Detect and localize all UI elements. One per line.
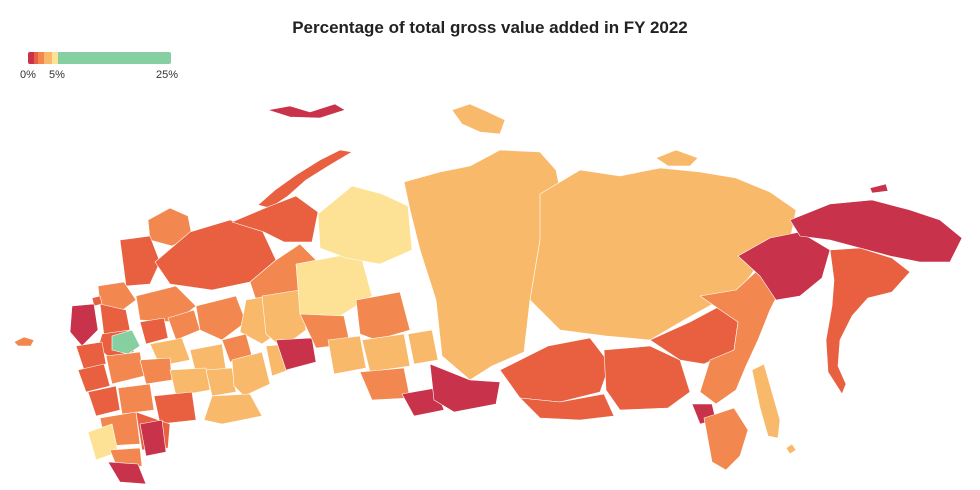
legend-label-max: 25%: [156, 69, 179, 81]
region-yamalo-nenets: [317, 185, 413, 265]
region-penza-ulyanovsk: [169, 367, 211, 397]
region-novaya-zemlya: [257, 149, 353, 209]
region-samara: [205, 367, 237, 397]
region-omsk: [327, 335, 367, 375]
region-new-siberian-islands: [655, 149, 699, 167]
region-kamchatka: [825, 247, 911, 395]
region-smolensk: [75, 341, 107, 371]
region-karelia: [119, 235, 161, 287]
region-severnaya-zemlya: [451, 103, 506, 135]
region-magadan: [737, 231, 831, 301]
legend-label-mid: 5%: [49, 69, 65, 81]
region-nenets: [231, 195, 319, 243]
region-st-petersburg: [91, 295, 103, 307]
region-kaluga-tula: [105, 351, 145, 385]
color-legend: 0% 5% 25%: [20, 52, 185, 82]
region-kemerovo: [407, 329, 439, 365]
region-buryatia: [519, 393, 615, 421]
region-kuril-islands: [785, 443, 797, 455]
region-ryazan: [139, 357, 173, 385]
region-tuva-khakassia: [429, 363, 501, 413]
region-saratov: [153, 391, 197, 425]
region-orenburg: [203, 393, 263, 425]
region-primorsky: [703, 407, 749, 471]
region-bryansk: [77, 363, 111, 393]
region-north-caucasus: [107, 461, 147, 485]
region-kalmykia-astrakhan: [139, 419, 167, 457]
legend-swatch-lightorange: [44, 52, 52, 64]
region-zabaykalsky: [603, 345, 691, 411]
region-kurgan: [275, 337, 317, 371]
region-wrangel-island: [869, 183, 889, 194]
region-tomsk: [355, 291, 411, 341]
region-moscow: [111, 329, 141, 355]
region-pskov: [69, 303, 99, 347]
region-yaroslavl: [139, 317, 169, 345]
region-chukotka: [789, 199, 963, 263]
region-voronezh: [117, 383, 155, 415]
region-novosibirsk: [361, 333, 411, 373]
region-kursk-belgorod: [87, 385, 121, 417]
chart-title: Percentage of total gross value added in…: [292, 18, 688, 37]
legend-swatch-darkred: [28, 52, 34, 64]
legend-swatch-red: [34, 52, 38, 64]
region-sakhalin: [751, 363, 781, 439]
legend-swatch-yellow: [52, 52, 58, 64]
legend-color-scale: [28, 52, 171, 64]
legend-swatch-green: [58, 52, 171, 64]
legend-swatch-orange: [38, 52, 44, 64]
region-franz-josef-land: [267, 103, 346, 119]
region-bashkortostan: [231, 351, 271, 397]
legend-label-min: 0%: [20, 69, 36, 81]
region-kaliningrad: [13, 336, 35, 347]
region-kirov: [195, 295, 247, 341]
